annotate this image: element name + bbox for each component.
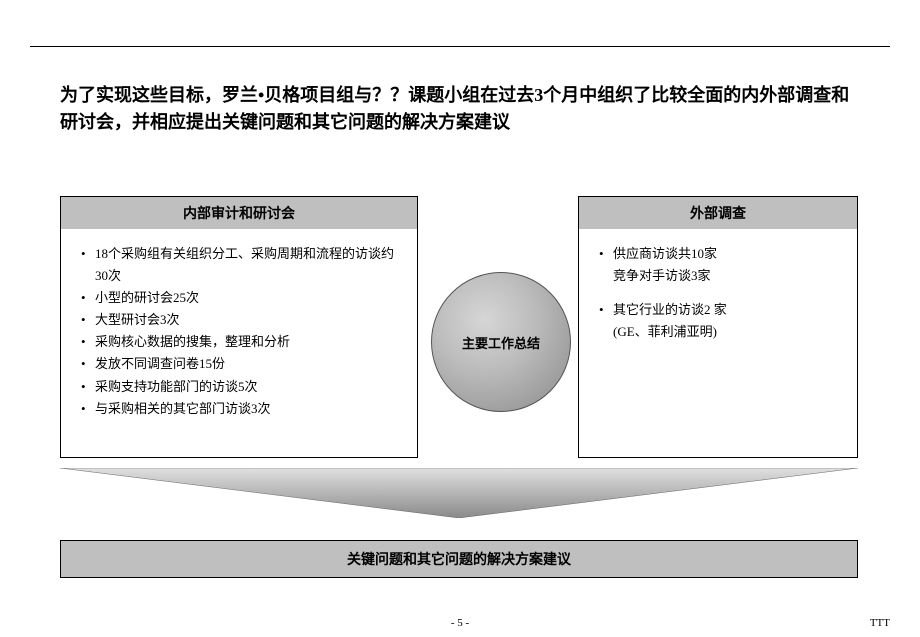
spacer [599,287,839,299]
bottom-panel-header: 关键问题和其它问题的解决方案建议 [61,541,857,577]
text: (GE、菲利浦亚明) [613,324,717,339]
brand-mark: TTT [870,617,890,629]
list-item: 采购核心数据的搜集，整理和分析 [81,331,399,353]
list-item: 大型研讨会3次 [81,309,399,331]
text: 其它行业的访谈2 家 [613,302,727,317]
list-item: 其它行业的访谈2 家 (GE、菲利浦亚明) [599,299,839,343]
down-arrow [60,468,858,518]
right-panel-body: 供应商访谈共10家 竞争对手访谈3家 其它行业的访谈2 家 (GE、菲利浦亚明) [579,229,857,357]
left-list: 18个采购组有关组织分工、采购周期和流程的访谈约30次 小型的研讨会25次 大型… [81,243,399,420]
right-list: 供应商访谈共10家 竞争对手访谈3家 [599,243,839,287]
page-title: 为了实现这些目标，罗兰•贝格项目组与？？课题小组在过去3个月中组织了比较全面的内… [60,82,860,136]
list-item: 发放不同调查问卷15份 [81,353,399,375]
right-panel-header: 外部调查 [579,197,857,229]
bottom-panel: 关键问题和其它问题的解决方案建议 [60,540,858,578]
left-panel: 内部审计和研讨会 18个采购组有关组织分工、采购周期和流程的访谈约30次 小型的… [60,196,418,458]
page-number: - 5 - [0,617,920,629]
list-item: 18个采购组有关组织分工、采购周期和流程的访谈约30次 [81,243,399,287]
left-panel-header: 内部审计和研讨会 [61,197,417,229]
text: 竞争对手访谈3家 [613,268,711,283]
circle-label: 主要工作总结 [462,333,540,352]
top-rule [30,46,890,47]
right-list-2: 其它行业的访谈2 家 (GE、菲利浦亚明) [599,299,839,343]
list-item: 与采购相关的其它部门访谈3次 [81,398,399,420]
list-item: 供应商访谈共10家 竞争对手访谈3家 [599,243,839,287]
right-panel: 外部调查 供应商访谈共10家 竞争对手访谈3家 其它行业的访谈2 家 (GE、菲… [578,196,858,458]
list-item: 小型的研讨会25次 [81,287,399,309]
center-circle: 主要工作总结 [431,272,571,412]
text: 供应商访谈共10家 [613,246,717,261]
list-item: 采购支持功能部门的访谈5次 [81,376,399,398]
left-panel-body: 18个采购组有关组织分工、采购周期和流程的访谈约30次 小型的研讨会25次 大型… [61,229,417,434]
